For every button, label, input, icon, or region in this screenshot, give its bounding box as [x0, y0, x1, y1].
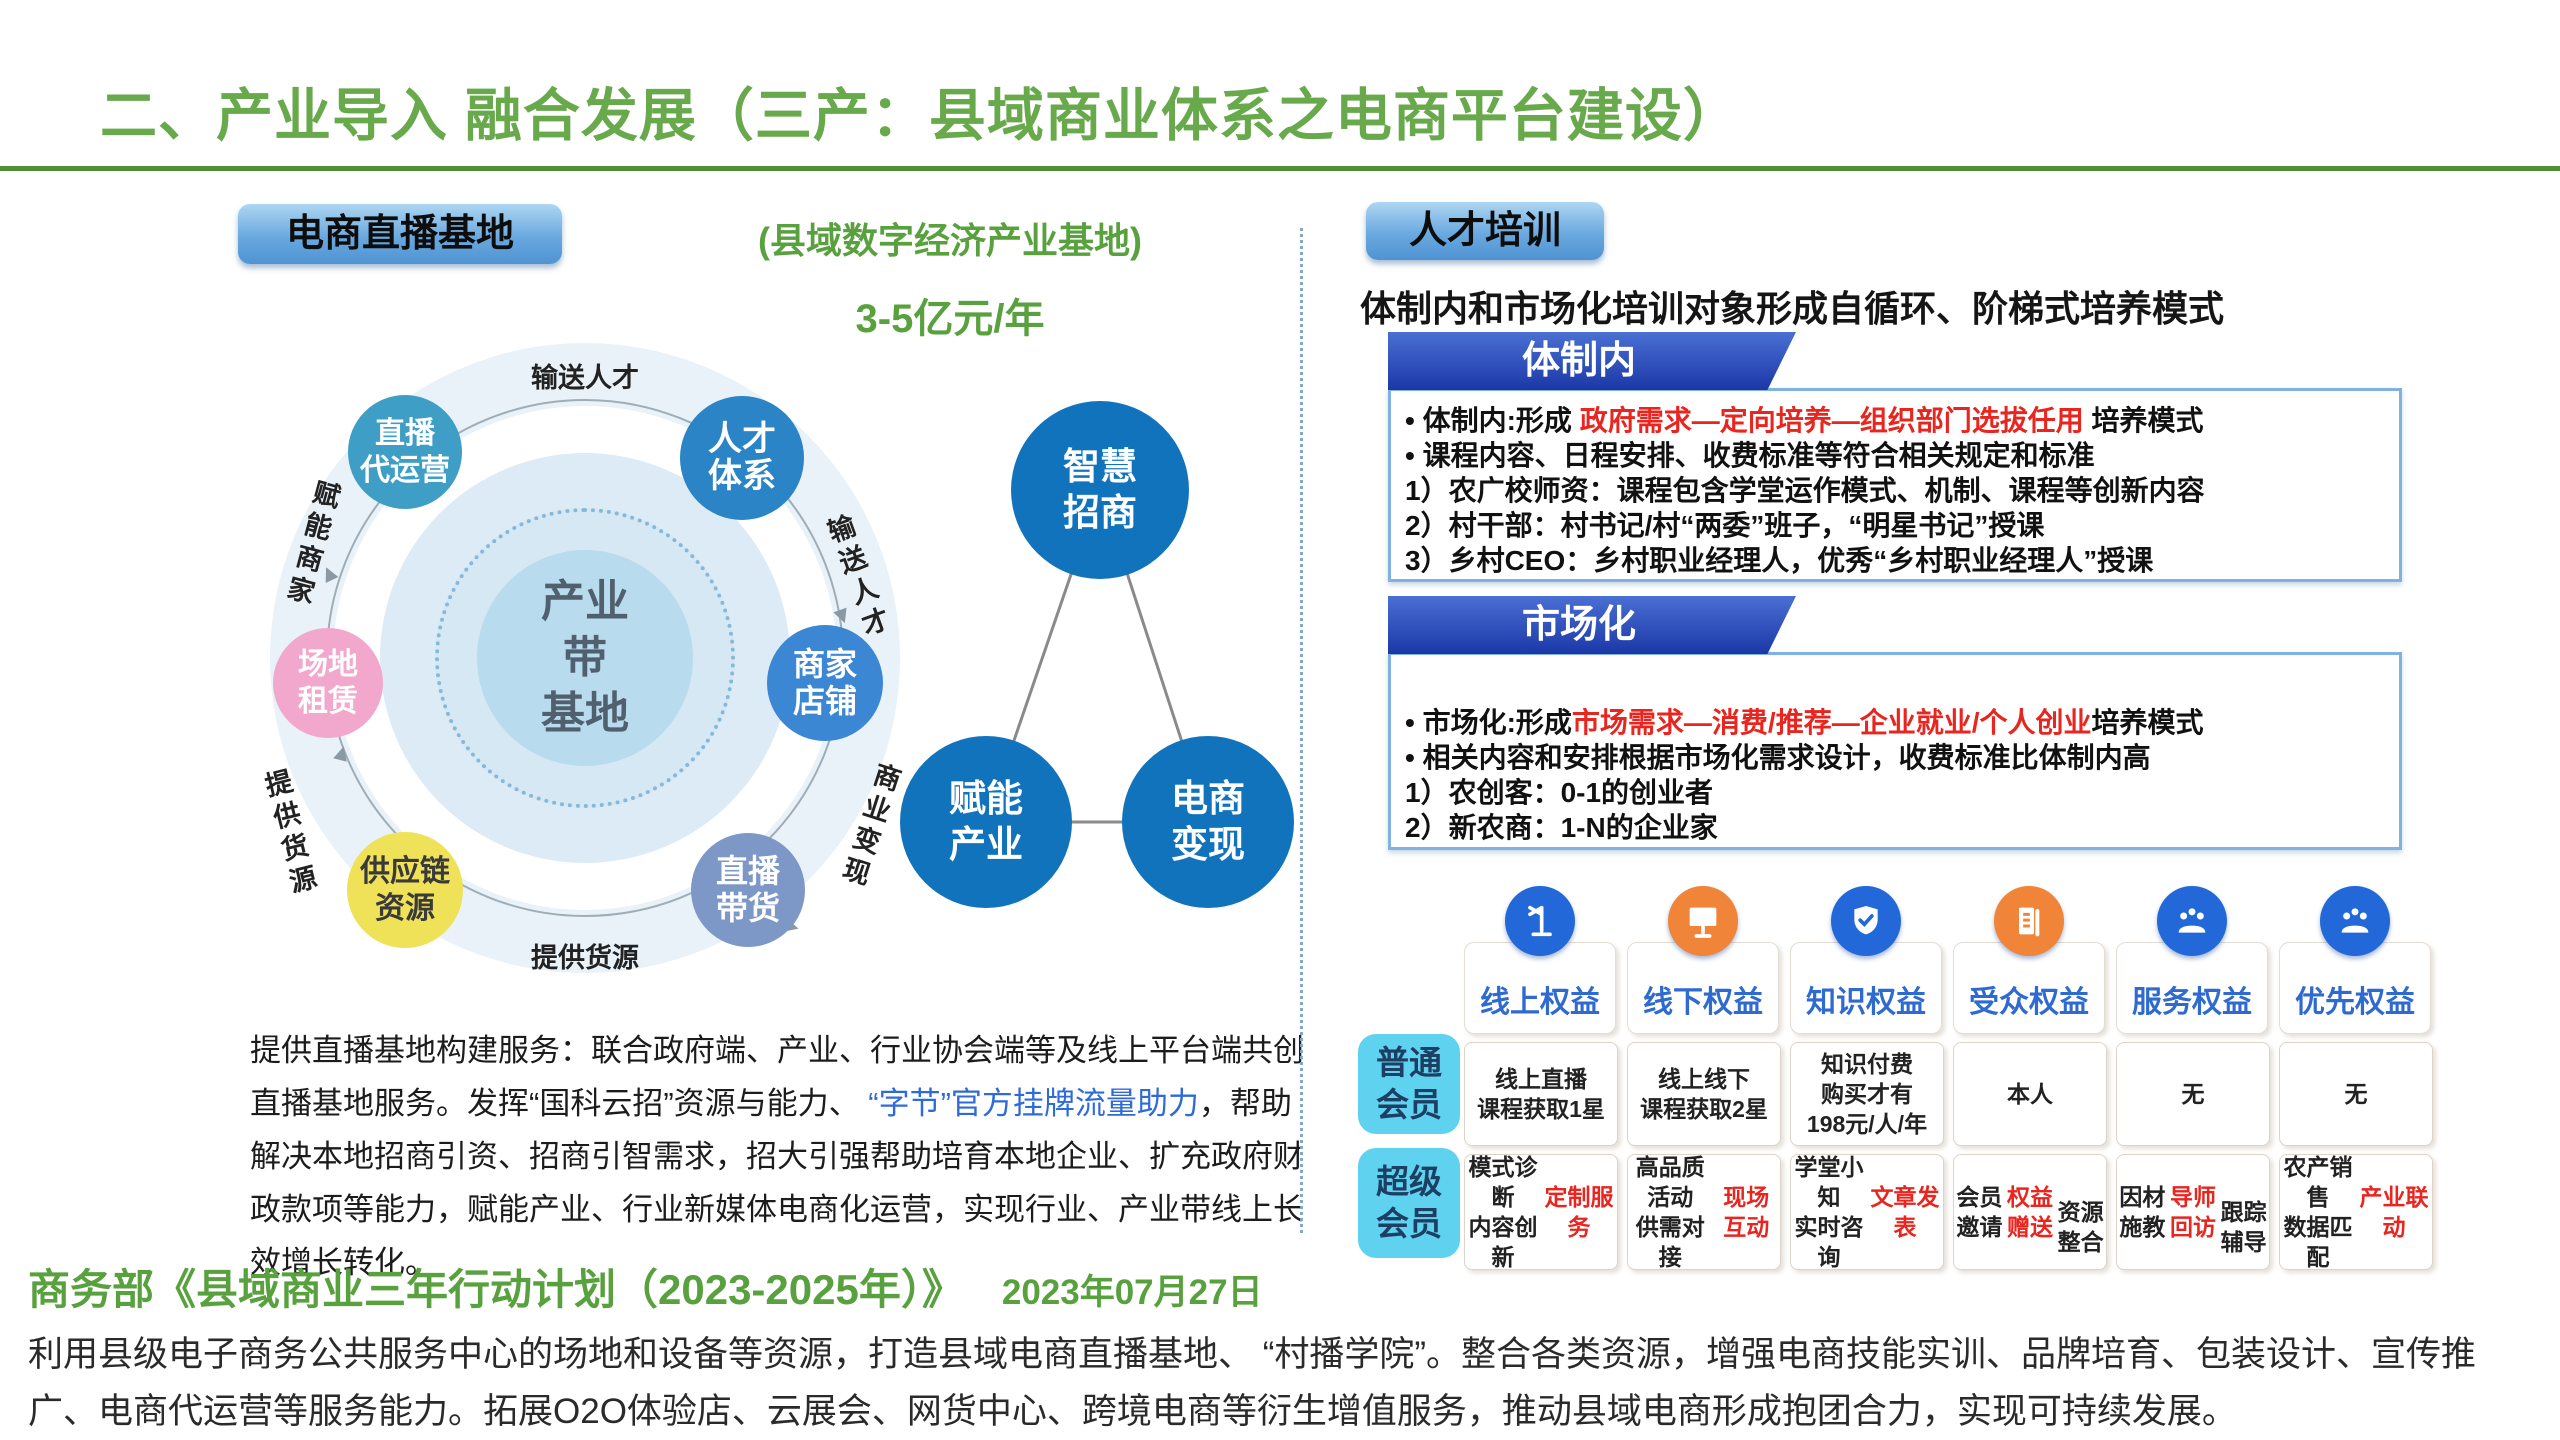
benefit-cell: 知识付费 购买才有 198元/人/年	[1790, 1042, 1944, 1146]
audience-group-icon	[2157, 886, 2227, 956]
benefit-cell: 线上直播 课程获取1星	[1464, 1042, 1618, 1146]
policy-title: 商务部《县域商业三年行动计划（2023-2025年）》	[28, 1266, 964, 1313]
institutional-line: 2）村干部：村书记/村“两委”班子，“明星书记”授课	[1405, 510, 2045, 541]
institutional-header: 体制内	[1388, 332, 1796, 390]
row-label-regular-member: 普通 会员	[1358, 1034, 1460, 1134]
benefit-column-priority: 优先权益 无 农产销售 数据匹配 产业联动	[2279, 886, 2433, 1270]
annual-amount: 3-5亿元/年	[855, 297, 1045, 341]
triangle-diagram: 智慧 招商 赋能 产业 电商 变现	[880, 350, 1340, 910]
policy-date: 2023年07月27日	[1001, 1273, 1263, 1312]
ring-label-top: 输送人才	[531, 363, 639, 393]
livestream-base-badge: 电商直播基地	[238, 204, 562, 264]
triangle-node-ecommerce-monetize: 电商 变现	[1122, 736, 1294, 908]
benefit-header: 线下权益	[1627, 942, 1779, 1034]
marketized-line: 2）新农商：1-N的企业家	[1405, 812, 1718, 843]
benefit-header: 受众权益	[1953, 942, 2105, 1034]
industry-hub-diagram: 产业 带 基地 直播 代运营 人才 体系 商家 店铺 直播 带货 供应链 资源 …	[240, 340, 930, 980]
benefit-cell: 农产销售 数据匹配 产业联动	[2279, 1154, 2433, 1270]
institutional-box: • 体制内:形成 政府需求—定向培养—组织部门选拔任用 培养模式 • 课程内容、…	[1388, 388, 2402, 582]
benefit-cell: 模式诊断 内容创新 定制服务	[1464, 1154, 1618, 1270]
institutional-line: • 课程内容、日程安排、收费标准等符合相关规定和标准	[1405, 440, 2095, 471]
triangle-node-smart-investment: 智慧 招商	[1011, 401, 1189, 579]
title-underline	[0, 166, 2560, 171]
benefit-column-offline: 线下权益 线上线下 课程获取2星 高品质活动 供需对接 现场互动	[1627, 886, 1781, 1270]
benefit-header: 线上权益	[1464, 942, 1616, 1034]
talent-training-badge: 人才培训	[1366, 202, 1604, 260]
hub-node-merchant-shops: 商家 店铺	[767, 625, 883, 741]
policy-reference: 商务部《县域商业三年行动计划（2023-2025年）》 2023年07月27日	[28, 1256, 1263, 1317]
institutional-line: 3）乡村CEO：乡村职业经理人，优秀“乡村职业经理人”授课	[1405, 545, 2154, 576]
benefit-column-service: 服务权益 无 因材施教 导师回访 跟踪辅导	[2116, 886, 2270, 1270]
presentation-screen-icon	[1668, 886, 1738, 956]
benefit-column-audience: 受众权益 本人 会员邀请 权益赠送 资源整合	[1953, 886, 2107, 1270]
mic-stand-icon	[1505, 886, 1575, 956]
training-mode-subtitle: 体制内和市场化培训对象形成自循环、阶梯式培养模式	[1360, 288, 2225, 329]
slide-title: 二、产业导入 融合发展（三产：县域商业体系之电商平台建设）	[100, 84, 1741, 148]
marketized-header: 市场化	[1388, 596, 1796, 654]
audience-group-icon	[2320, 886, 2390, 956]
benefit-cell: 因材施教 导师回访 跟踪辅导	[2116, 1154, 2270, 1270]
marketized-box: • 市场化:形成市场需求—消费/推荐—企业就业/个人创业培养模式 • 相关内容和…	[1388, 652, 2402, 850]
benefit-column-knowledge: 知识权益 知识付费 购买才有 198元/人/年 学堂小知 实时咨询 文章发表	[1790, 886, 1944, 1270]
ring-label-bottom: 提供货源	[531, 943, 639, 973]
livestream-base-description: 提供直播基地构建服务：联合政府端、产业、行业协会端等及线上平台端共创直播基地服务…	[250, 1033, 1304, 1280]
benefit-cell: 高品质活动 供需对接 现场互动	[1627, 1154, 1781, 1270]
benefit-cell: 学堂小知 实时咨询 文章发表	[1790, 1154, 1944, 1270]
benefit-column-online: 线上权益 线上直播 课程获取1星 模式诊断 内容创新 定制服务	[1464, 886, 1618, 1270]
row-label-super-member: 超级 会员	[1358, 1148, 1460, 1258]
hub-node-talent-system: 人才 体系	[680, 396, 804, 520]
benefit-cell: 无	[2116, 1042, 2270, 1146]
hub-node-live-selling: 直播 带货	[691, 833, 805, 947]
benefit-cell: 会员邀请 权益赠送 资源整合	[1953, 1154, 2107, 1270]
triangle-node-empower-industry: 赋能 产业	[900, 736, 1072, 908]
benefit-header: 服务权益	[2116, 942, 2268, 1034]
hub-center-label: 产业 带 基地	[541, 577, 629, 738]
institutional-line: 1）农广校师资：课程包含学堂运作模式、机制、课程等创新内容	[1405, 475, 2205, 506]
marketized-line: 1）农创客：0-1的创业者	[1405, 777, 1714, 808]
benefit-cell: 无	[2279, 1042, 2433, 1146]
institutional-line: • 体制内:形成 政府需求—定向培养—组织部门选拔任用 培养模式	[1405, 405, 2204, 436]
digital-economy-subtitle: (县域数字经济产业基地)	[758, 220, 1142, 261]
shield-check-icon	[1831, 886, 1901, 956]
benefit-cell: 本人	[1953, 1042, 2107, 1146]
benefit-header: 优先权益	[2279, 942, 2431, 1034]
hub-center-circle: 产业 带 基地	[477, 550, 693, 766]
hub-node-live-agency: 直播 代运营	[348, 395, 462, 509]
hub-node-supply-chain: 供应链 资源	[347, 832, 463, 948]
hub-node-venue-rental: 场地 租赁	[273, 628, 383, 738]
ledger-icon	[1994, 886, 2064, 956]
membership-benefits-table: 普通 会员 超级 会员 线上权益 线上直播 课程获取1星 模式诊断 内容创新 定…	[1352, 886, 2460, 1270]
benefit-cell: 线上线下 课程获取2星	[1627, 1042, 1781, 1146]
marketized-line: • 市场化:形成市场需求—消费/推荐—企业就业/个人创业培养模式	[1405, 707, 2204, 738]
section-divider	[1300, 228, 1303, 1233]
footer-paragraph: 利用县级电子商务公共服务中心的场地和设备等资源，打造县域电商直播基地、 “村播学…	[28, 1335, 2477, 1431]
marketized-line: • 相关内容和安排根据市场化需求设计，收费标准比体制内高	[1405, 742, 2151, 773]
